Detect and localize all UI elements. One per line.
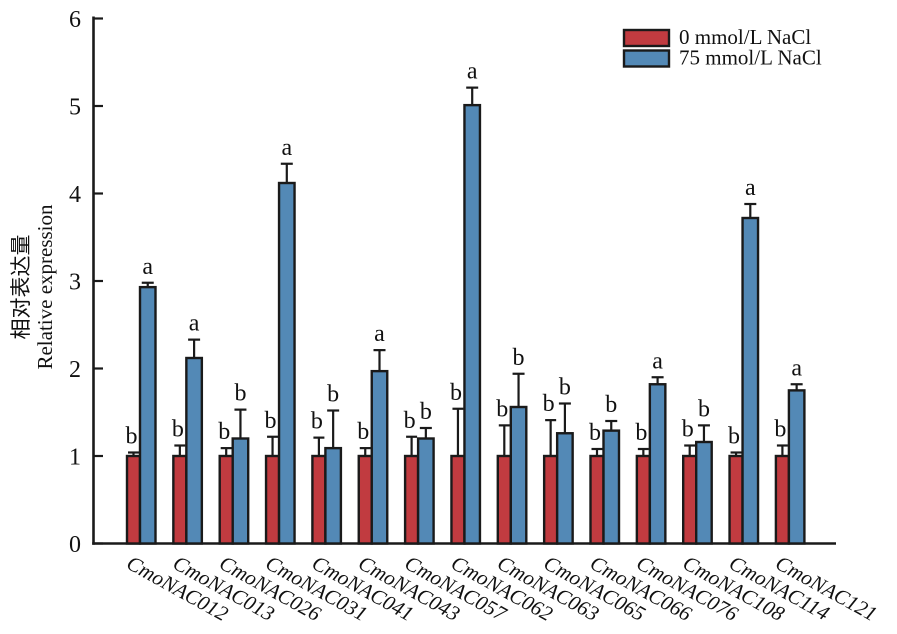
sig-letter: a [374, 321, 385, 347]
bar-nacl-CmoNAC013 [185, 356, 204, 545]
bar-nacl-CmoNAC043 [370, 369, 389, 545]
bar-nacl-CmoNAC063 [509, 405, 528, 545]
legend-label-control: 0 mmol/L NaCl [679, 25, 811, 49]
bar-control-CmoNAC063 [496, 454, 512, 545]
sig-letter: b [404, 408, 416, 434]
sig-letter: b [559, 375, 571, 401]
bar-nacl-CmoNAC026 [231, 437, 250, 545]
bar-control-CmoNAC041 [311, 454, 327, 545]
bar-nacl-CmoNAC057 [416, 437, 435, 545]
bar-control-CmoNAC057 [403, 454, 420, 545]
bar-nacl-CmoNAC065 [555, 432, 574, 545]
bar-control-CmoNAC065 [542, 454, 559, 545]
bar-nacl-CmoNAC031 [277, 181, 296, 545]
sig-letter: b [682, 417, 694, 443]
sig-letter: b [728, 424, 740, 450]
sig-letter: a [652, 348, 663, 374]
sig-letter: a [281, 135, 292, 161]
sig-letter: b [543, 391, 555, 417]
bar-control-CmoNAC114 [728, 454, 744, 545]
bar-control-CmoNAC031 [264, 454, 281, 545]
bar-nacl-CmoNAC066 [602, 429, 621, 545]
bar-control-CmoNAC043 [357, 454, 373, 545]
sig-letter: a [467, 59, 478, 85]
legend-swatch-salt [622, 49, 671, 68]
bar-nacl-CmoNAC108 [695, 440, 713, 545]
sig-letter: b [513, 345, 525, 371]
legend: 0 mmol/L NaCl 75 mmol/L NaCl [622, 25, 822, 70]
sig-letter: b [327, 382, 339, 408]
sig-letter: b [605, 392, 617, 418]
sig-letter: a [142, 254, 153, 280]
sig-letter: b [420, 399, 432, 425]
y-tick-label: 6 [69, 7, 81, 33]
sig-letter: b [218, 419, 230, 445]
y-tick-label: 0 [69, 532, 81, 558]
bar-control-CmoNAC026 [218, 454, 234, 545]
sig-letter: b [496, 396, 508, 422]
y-axis-title: 相对表达量 Relative expression [9, 204, 57, 370]
sig-letter: b [589, 420, 601, 446]
sig-letter: a [745, 175, 756, 201]
sig-letter: b [357, 419, 369, 445]
bar-control-CmoNAC108 [682, 454, 698, 545]
sig-letter: a [791, 355, 802, 381]
sig-letter: b [698, 396, 710, 422]
y-tick-label: 2 [69, 357, 81, 383]
bar-control-CmoNAC013 [172, 454, 188, 545]
bar-control-CmoNAC012 [125, 454, 142, 545]
bar-nacl-CmoNAC062 [463, 103, 482, 545]
sig-letter: a [189, 311, 200, 337]
y-axis-title-zh: 相对表达量 [9, 235, 33, 340]
sig-letter: b [265, 408, 277, 434]
sig-letter: b [234, 381, 246, 407]
y-tick-label: 3 [69, 270, 81, 296]
y-tick-label: 5 [69, 95, 81, 121]
bar-nacl-CmoNAC121 [787, 389, 806, 545]
bar-control-CmoNAC062 [450, 454, 466, 545]
bar-nacl-CmoNAC012 [138, 285, 157, 545]
sig-letter: b [774, 417, 786, 443]
legend-swatch-control [622, 28, 671, 48]
y-axis-title-en: Relative expression [33, 204, 57, 370]
bar-nacl-CmoNAC114 [741, 216, 760, 545]
sig-letter: b [311, 409, 323, 435]
sig-letter: b [172, 417, 184, 443]
sig-letter: b [126, 424, 138, 450]
sig-letter: b [450, 380, 462, 406]
bar-nacl-CmoNAC041 [324, 446, 343, 545]
y-tick-label: 1 [69, 445, 81, 471]
sig-letter: b [635, 420, 647, 446]
bar-control-CmoNAC121 [774, 454, 791, 545]
bar-nacl-CmoNAC076 [648, 383, 667, 545]
y-tick-label: 4 [69, 182, 81, 208]
bar-control-CmoNAC076 [635, 454, 652, 545]
legend-label-salt: 75 mmol/L NaCl [679, 46, 822, 70]
x-category-labels: CmoNAC012CmoNAC013CmoNAC026CmoNAC031CmoN… [123, 551, 882, 627]
bar-control-CmoNAC066 [589, 454, 605, 545]
